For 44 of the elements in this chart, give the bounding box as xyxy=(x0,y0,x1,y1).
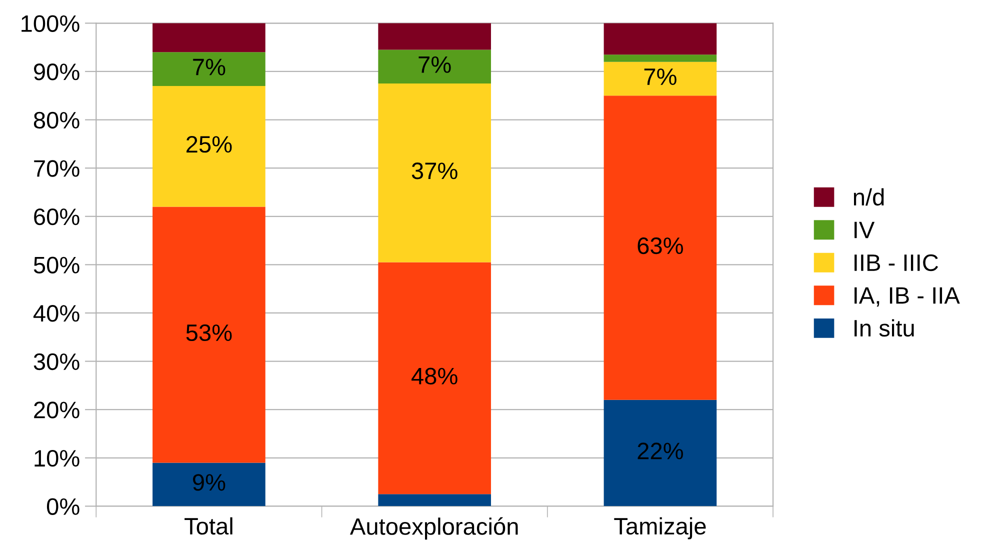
data-label: 53% xyxy=(186,324,232,342)
y-tick-label: 0% xyxy=(46,498,80,515)
y-tick-label: 70% xyxy=(34,160,80,177)
legend-label: IA, IB - IIA xyxy=(854,287,960,307)
bar xyxy=(378,262,491,494)
data-label: 7% xyxy=(418,56,451,73)
bar xyxy=(378,84,491,262)
data-label: 37% xyxy=(412,162,458,180)
bar xyxy=(604,96,717,400)
data-label: 7% xyxy=(644,68,676,85)
y-tick-label: 10% xyxy=(34,450,80,467)
y-tick-label: 40% xyxy=(33,305,80,322)
bar xyxy=(152,206,266,463)
y-tick-label: 50% xyxy=(34,256,80,274)
bar xyxy=(378,494,491,506)
bar xyxy=(152,52,266,86)
legend-label: n/d xyxy=(854,188,884,206)
data-label: 63% xyxy=(638,237,683,254)
y-tick-label: 90% xyxy=(34,64,80,80)
x-tick-label: Autoexploración xyxy=(350,517,518,540)
data-label: 7% xyxy=(193,58,226,76)
data-label: 25% xyxy=(186,136,232,153)
y-tick-label: 100% xyxy=(22,15,80,32)
y-tick-label: 60% xyxy=(34,208,80,226)
data-label: 9% xyxy=(192,474,226,491)
x-tick-label: Total xyxy=(184,517,232,535)
bar xyxy=(378,50,491,84)
legend-label: IV xyxy=(854,222,875,238)
bar xyxy=(152,86,266,207)
bar xyxy=(152,23,266,52)
y-tick-label: 30% xyxy=(34,353,80,370)
x-tick-label: Tamizaje xyxy=(614,517,706,540)
data-label: 22% xyxy=(638,442,683,460)
legend-label: In situ xyxy=(854,319,914,337)
bar xyxy=(604,23,717,55)
bar xyxy=(604,400,717,506)
bar xyxy=(152,462,266,506)
y-tick-label: 80% xyxy=(34,112,80,129)
bar xyxy=(378,23,491,50)
y-tick-label: 20% xyxy=(34,402,80,418)
data-label: 48% xyxy=(412,368,458,385)
bar xyxy=(604,62,717,96)
bar xyxy=(604,54,717,62)
legend-label: IIB - IIIC xyxy=(854,254,938,272)
